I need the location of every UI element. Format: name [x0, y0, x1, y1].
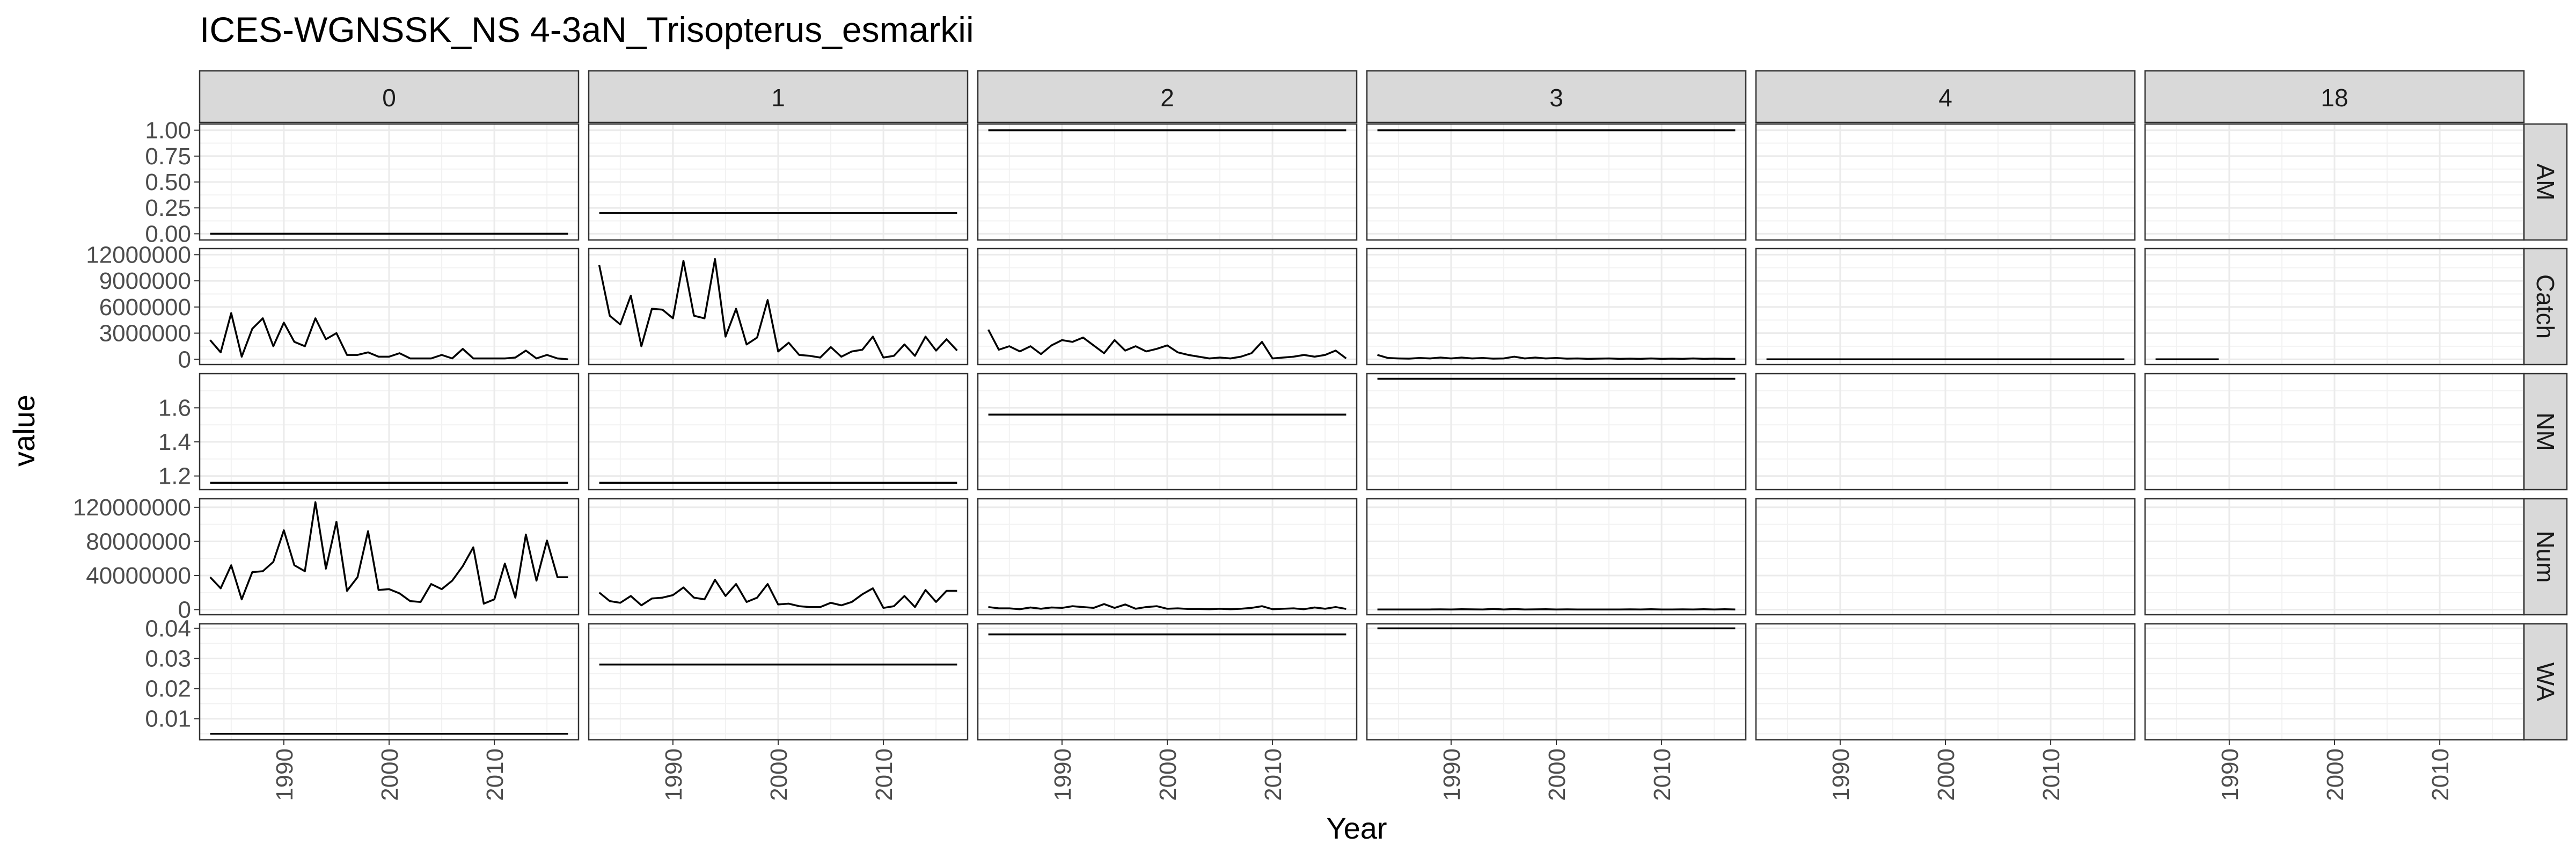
x-tick-label: 2010	[1649, 748, 1675, 801]
panel-border	[977, 123, 1358, 241]
panel-border	[199, 373, 580, 491]
y-tick-label: 40000000	[86, 563, 191, 589]
panel-border	[1755, 123, 2136, 241]
x-tick-label: 1990	[272, 748, 298, 801]
series-line-Num-2	[988, 603, 1346, 610]
facet-strip-col	[588, 70, 969, 123]
y-tick-label: 6000000	[99, 294, 191, 321]
y-tick-label: 12000000	[86, 242, 191, 268]
x-tick-label: 2000	[766, 748, 792, 801]
x-tick-label: 2000	[1933, 748, 1959, 801]
panel-border	[588, 123, 969, 241]
x-tick-label: 2000	[377, 748, 403, 801]
panel-border	[2144, 247, 2525, 366]
x-tick-label: 1990	[1439, 748, 1465, 801]
series-line-Catch-3	[1377, 354, 1736, 360]
x-tick-label: 2010	[2427, 748, 2454, 801]
panel-border	[1366, 373, 1747, 491]
series-line-Num-0	[209, 501, 568, 605]
facet-label-row: WA	[2531, 663, 2559, 702]
panel-border	[588, 498, 969, 616]
facet-label-row: AM	[2531, 164, 2559, 201]
y-tick-label: 0.00	[145, 221, 191, 247]
chart-title: ICES-WGNSSK_NS 4-3aN_Trisopterus_esmarki…	[200, 10, 974, 49]
x-tick-label: 1990	[2217, 748, 2243, 801]
y-tick-label: 80000000	[86, 528, 191, 555]
x-tick-label: 2010	[1260, 748, 1286, 801]
panel-border	[199, 123, 580, 241]
x-tick-label: 2000	[1155, 748, 1181, 801]
series-line-Num-1	[598, 579, 957, 609]
panel-border	[1755, 498, 2136, 616]
panel-border	[977, 373, 1358, 491]
series-line-Catch-2	[987, 329, 1347, 360]
y-tick-label: 120000000	[73, 494, 191, 521]
y-tick-label: 1.2	[158, 463, 191, 490]
panel-border	[977, 247, 1358, 366]
y-tick-label: 1.6	[158, 395, 191, 421]
panel-border	[588, 373, 969, 491]
y-tick-label: 1.4	[158, 429, 191, 455]
panel-border	[199, 247, 580, 366]
facet-label-col: 0	[382, 84, 396, 112]
y-tick-label: 0.02	[145, 676, 191, 702]
y-tick-label: 0.75	[145, 143, 191, 170]
x-tick-label: 1990	[1050, 748, 1076, 801]
facet-strip-col	[1366, 70, 1747, 123]
panel-border	[2144, 498, 2525, 616]
x-tick-label: 2010	[871, 748, 897, 801]
y-tick-label: 3000000	[99, 321, 191, 347]
panel-border	[1366, 498, 1747, 616]
facet-label-col: 3	[1549, 84, 1563, 112]
y-tick-label: 0	[178, 596, 191, 623]
panel-border	[1366, 247, 1747, 366]
facet-strip-col	[199, 70, 580, 123]
chart-panels: 0 1 2 3 4 18AM0.000.250.500.751.00Catch030000…	[73, 70, 2568, 801]
facet-label-row: Catch	[2531, 274, 2559, 339]
panel-border	[199, 498, 580, 616]
x-tick-label: 1990	[1828, 748, 1854, 801]
x-axis-label: Year	[1326, 811, 1387, 845]
facet-strip-col	[977, 70, 1358, 123]
x-tick-label: 1990	[661, 748, 687, 801]
facet-strip-row	[2523, 373, 2568, 491]
facet-strip-row	[2523, 123, 2568, 241]
x-tick-label: 2010	[482, 748, 508, 801]
series-line-Catch-0	[209, 312, 568, 361]
y-axis-label: value	[7, 395, 41, 467]
y-tick-label: 0.50	[145, 169, 191, 195]
y-tick-label: 9000000	[99, 268, 191, 294]
facet-label-col: 18	[2321, 84, 2348, 112]
x-tick-label: 2000	[1544, 748, 1570, 801]
panel-border	[588, 247, 969, 366]
x-tick-label: 2000	[2322, 748, 2348, 801]
panel-border	[1755, 247, 2136, 366]
panel-border	[2144, 373, 2525, 491]
panel-border	[1755, 373, 2136, 491]
facet-label-col: 1	[771, 84, 785, 112]
panel-border	[1366, 123, 1747, 241]
y-tick-label: 0.01	[145, 706, 191, 732]
panel-border	[977, 498, 1358, 616]
series-line-Catch-1	[598, 258, 958, 359]
facet-strip-col	[1755, 70, 2136, 123]
y-tick-label: 0.04	[145, 615, 191, 642]
facet-strip-row	[2523, 623, 2568, 741]
facet-label-col: 2	[1160, 84, 1174, 112]
facet-label-row: Num	[2531, 530, 2559, 583]
y-tick-label: 1.00	[145, 118, 191, 144]
y-tick-label: 0.25	[145, 195, 191, 221]
facet-strip-col	[2144, 70, 2525, 123]
x-tick-label: 2010	[2038, 748, 2065, 801]
facet-label-col: 4	[1938, 84, 1952, 112]
y-tick-label: 0.03	[145, 646, 191, 672]
facet-label-row: NM	[2531, 412, 2559, 451]
panel-border	[2144, 123, 2525, 241]
y-tick-label: 0	[178, 346, 191, 373]
